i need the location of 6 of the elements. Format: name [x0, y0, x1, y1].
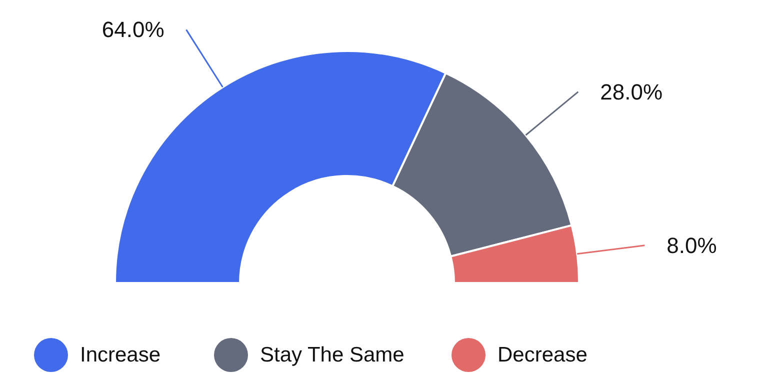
data-label: 28.0% — [600, 79, 663, 104]
legend-label: Decrease — [498, 344, 588, 366]
legend-label: Stay The Same — [260, 344, 404, 366]
legend-label: Increase — [80, 344, 161, 366]
data-label: 64.0% — [102, 17, 164, 42]
data-label: 8.0% — [666, 232, 717, 258]
